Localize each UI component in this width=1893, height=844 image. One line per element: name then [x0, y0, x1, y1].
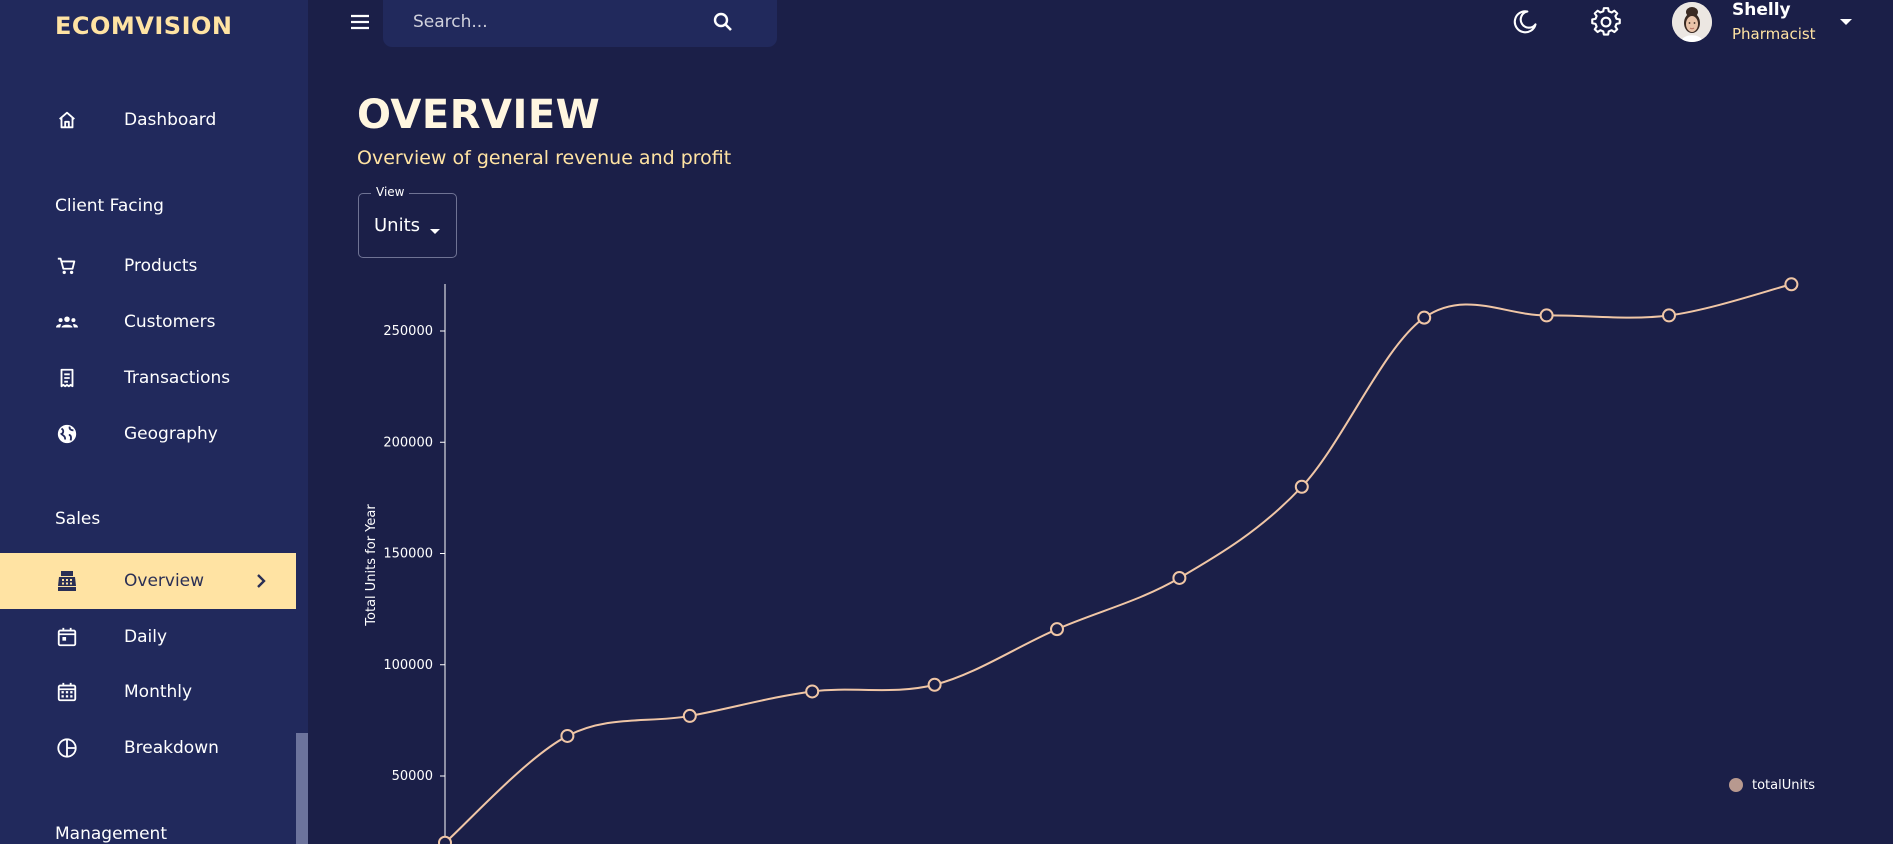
- page-subtitle: Overview of general revenue and profit: [357, 147, 732, 169]
- point-of-sale-icon: [55, 569, 79, 593]
- data-point: [805, 684, 820, 699]
- data-point: [1662, 308, 1676, 323]
- legend-dot: [1729, 778, 1743, 792]
- units-line-chart: 250000 200000 150000 100000 50000 Total Units…: [364, 277, 1815, 844]
- sidebar-item-label: Geography: [124, 424, 218, 444]
- data-point: [1417, 310, 1432, 325]
- data-point: [1294, 479, 1309, 494]
- sidebar-item-breakdown[interactable]: Breakdown: [0, 720, 296, 776]
- data-point: [927, 677, 942, 692]
- data-point: [560, 728, 575, 743]
- cart-icon: [55, 254, 79, 278]
- sidebar-item-overview[interactable]: Overview: [0, 553, 296, 609]
- home-icon: [55, 108, 79, 132]
- sidebar-item-customers[interactable]: Customers: [0, 294, 296, 350]
- sidebar-item-label: Dashboard: [124, 110, 217, 130]
- sidebar-item-geography[interactable]: Geography: [0, 406, 296, 462]
- sidebar-item-monthly[interactable]: Monthly: [0, 664, 296, 720]
- y-axis-label: Total Units for Year: [364, 504, 379, 627]
- sidebar-item-transactions[interactable]: Transactions: [0, 350, 296, 406]
- receipt-icon: [55, 366, 79, 390]
- sidebar-item-dashboard[interactable]: Dashboard: [0, 92, 296, 148]
- groups-icon: [55, 310, 79, 334]
- sidebar-item-label: Products: [124, 256, 198, 276]
- sidebar: ECOMVISION Dashboard Client Facing Produ…: [0, 0, 308, 844]
- globe-icon: [55, 422, 79, 446]
- search-input[interactable]: [413, 10, 713, 34]
- sidebar-item-daily[interactable]: Daily: [0, 609, 296, 665]
- menu-icon[interactable]: [348, 10, 372, 34]
- sidebar-item-products[interactable]: Products: [0, 238, 296, 294]
- user-role: Pharmacist: [1732, 25, 1816, 43]
- calendar-month-icon: [55, 680, 79, 704]
- y-tick-label: 200000: [383, 435, 433, 450]
- gear-icon[interactable]: [1591, 7, 1621, 37]
- caret-down-icon[interactable]: [1836, 14, 1856, 30]
- sidebar-item-label: Monthly: [124, 682, 193, 702]
- series-line-totalUnits: [444, 283, 1792, 844]
- sidebar-item-label: Daily: [124, 627, 168, 647]
- sidebar-item-label: Overview: [124, 571, 205, 591]
- calendar-today-icon: [55, 625, 79, 649]
- data-point: [1539, 308, 1554, 323]
- view-select-value[interactable]: Units: [374, 215, 421, 236]
- y-tick-label: 100000: [383, 658, 433, 673]
- sidebar-item-label: Breakdown: [124, 738, 219, 758]
- legend-label: totalUnits: [1752, 778, 1815, 793]
- data-point: [438, 835, 452, 844]
- avatar[interactable]: [1672, 2, 1712, 42]
- section-label-management: Management: [55, 824, 167, 844]
- section-label-client-facing: Client Facing: [55, 196, 164, 216]
- search-bar: [383, 0, 777, 47]
- y-tick-label: 50000: [392, 769, 433, 784]
- sidebar-item-label: Customers: [124, 312, 216, 332]
- view-select[interactable]: View Units: [358, 185, 457, 258]
- y-tick-label: 250000: [383, 324, 433, 339]
- section-label-sales: Sales: [55, 509, 101, 529]
- view-select-legend: View: [371, 185, 410, 199]
- data-point: [682, 708, 697, 723]
- data-point: [1784, 277, 1799, 292]
- brand-logo[interactable]: ECOMVISION: [55, 12, 233, 40]
- search-icon[interactable]: [711, 10, 735, 34]
- dark-mode-icon[interactable]: [1511, 8, 1539, 36]
- sidebar-scrollbar[interactable]: [296, 733, 308, 844]
- sidebar-item-label: Transactions: [124, 368, 231, 388]
- y-tick-label: 150000: [383, 547, 433, 562]
- chevron-right-icon: [254, 572, 268, 590]
- user-name[interactable]: Shelly: [1732, 0, 1791, 20]
- pie-chart-icon: [55, 736, 79, 760]
- caret-down-icon[interactable]: [428, 222, 442, 234]
- page-title: OVERVIEW: [357, 92, 601, 138]
- data-point: [1050, 622, 1064, 637]
- data-point: [1172, 570, 1187, 585]
